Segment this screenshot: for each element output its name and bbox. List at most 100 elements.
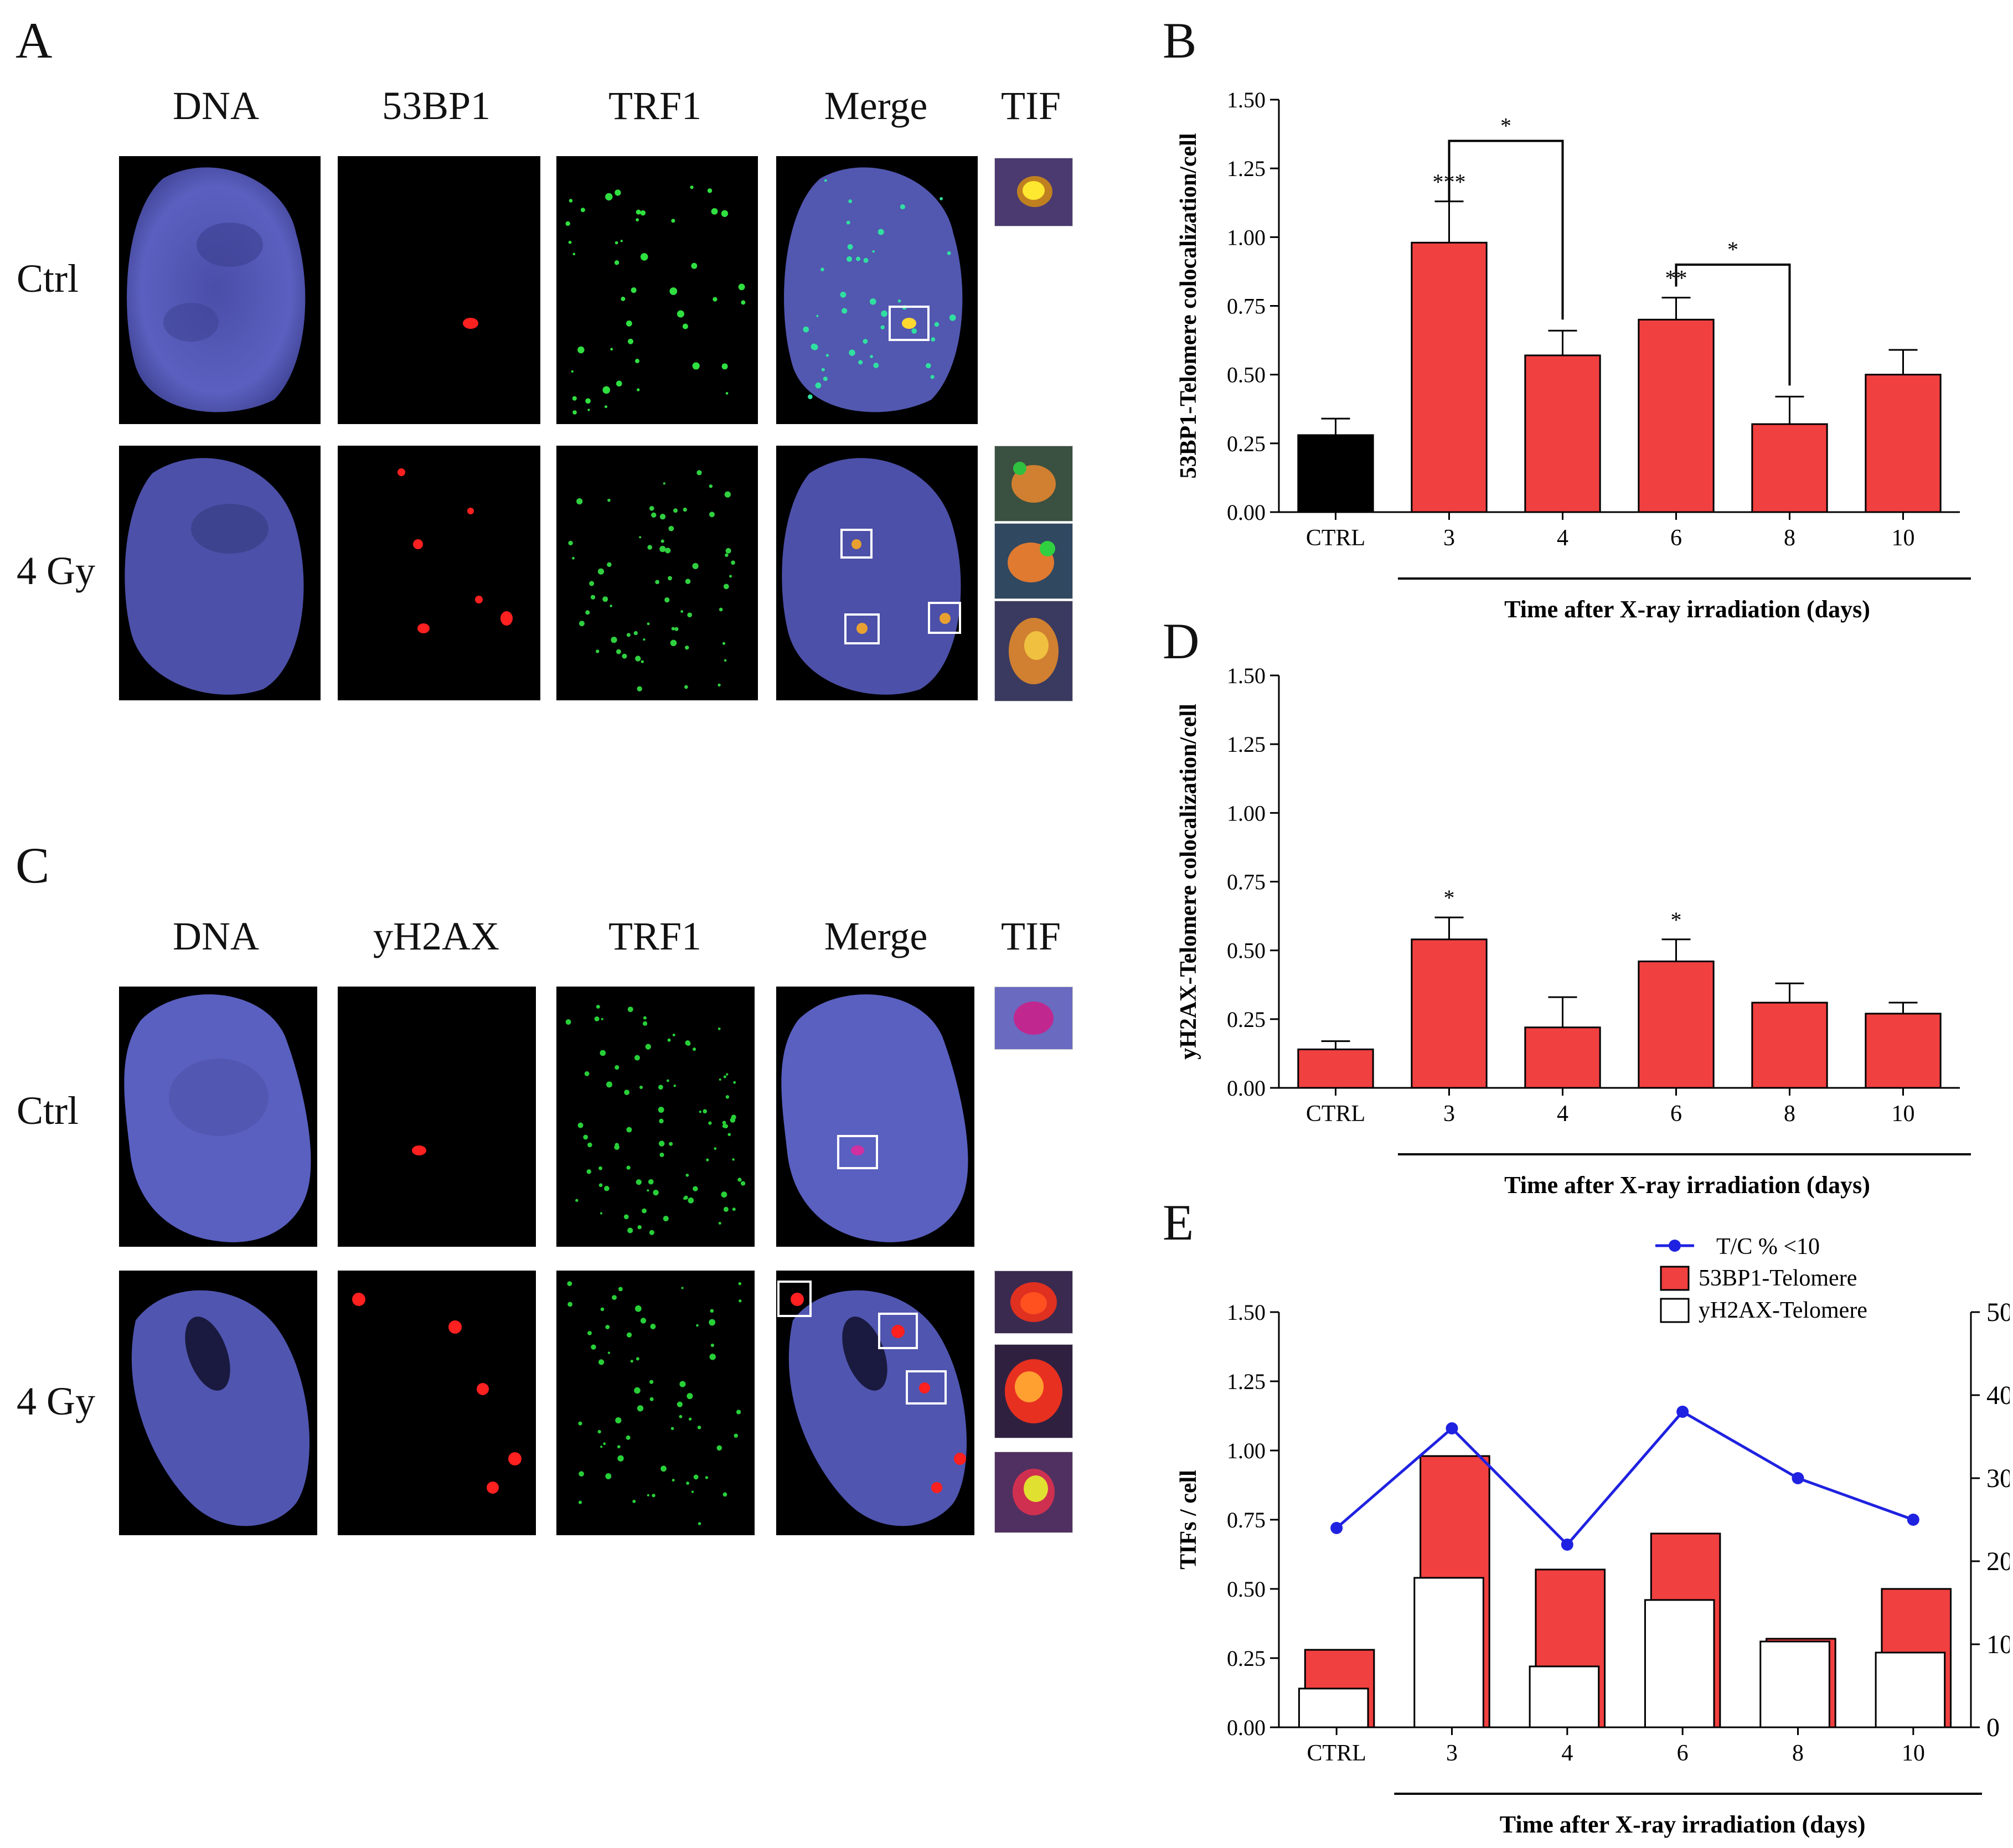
- telomere-focus: [630, 1360, 633, 1363]
- telomere-focus: [658, 1107, 664, 1113]
- significance-label: *: [1671, 907, 1682, 932]
- telomere-focus: [706, 1158, 709, 1162]
- telomere-focus: [699, 1111, 701, 1113]
- bracket-label: *: [1500, 113, 1511, 138]
- telomere-focus: [677, 1401, 683, 1407]
- telomere-focus: [823, 376, 828, 381]
- telomere-focus: [585, 398, 591, 404]
- bar: [1865, 374, 1942, 513]
- telomere-focus: [648, 1179, 654, 1185]
- telomere-focus: [740, 1181, 746, 1186]
- telomere-focus: [881, 310, 887, 317]
- telomere-focus: [680, 610, 684, 613]
- y2-tick-label: 10: [1986, 1630, 2010, 1659]
- telomere-focus: [926, 363, 931, 369]
- micrograph-a-ctrl-merge: [776, 156, 978, 424]
- telomere-focus: [576, 498, 583, 505]
- telomere-focus: [607, 498, 611, 502]
- telomere-focus: [639, 536, 642, 539]
- telomere-focus: [611, 637, 617, 643]
- y-tick-label: 0.00: [1227, 500, 1266, 525]
- telomere-focus: [606, 1081, 612, 1088]
- micrograph-a-ctrl-dna: [119, 156, 321, 424]
- panel-letter-c: C: [16, 837, 50, 894]
- telomere-focus: [587, 409, 590, 411]
- telomere-focus: [612, 1295, 617, 1300]
- x-tick-label: 3: [1443, 525, 1455, 551]
- panel-c-col-trf1: TRF1: [608, 914, 702, 958]
- telomere-focus: [575, 1199, 579, 1202]
- telomere-focus: [733, 1081, 736, 1084]
- telomere-focus: [634, 1055, 640, 1061]
- telomere-focus: [639, 1085, 643, 1090]
- telomere-focus: [602, 596, 608, 602]
- telomere-focus: [738, 283, 745, 291]
- telomere-focus: [579, 1471, 584, 1477]
- telomere-focus: [947, 251, 951, 255]
- panel-a-col-trf1: TRF1: [608, 84, 702, 128]
- telomere-focus: [577, 346, 585, 354]
- significance-bracket: [1675, 264, 1791, 386]
- panel-letter-d: D: [1163, 613, 1200, 669]
- telomere-focus: [725, 548, 731, 554]
- telomere-focus: [669, 287, 678, 295]
- telomere-focus: [626, 1435, 631, 1440]
- telomere-focus: [645, 1044, 651, 1050]
- telomere-focus: [624, 1090, 630, 1096]
- y-tick-label: 1.50: [1227, 1300, 1266, 1325]
- trf1-foci-c-4gy: [567, 1281, 742, 1525]
- y-tick-label: 0.25: [1227, 1646, 1266, 1671]
- x-tick-label: 6: [1670, 525, 1682, 551]
- panel-a-col-merge: Merge: [824, 84, 928, 128]
- telomere-focus: [808, 394, 813, 399]
- telomere-focus: [616, 649, 621, 654]
- tc-point: [1676, 1406, 1689, 1418]
- bar-yh2ax: [1759, 1640, 1830, 1728]
- legend-label-53bp1: 53BP1-Telomere: [1699, 1266, 1857, 1291]
- x-tick-label: 10: [1892, 1101, 1915, 1127]
- telomere-focus: [633, 631, 638, 636]
- telomere-focus: [665, 548, 671, 554]
- telomere-focus: [671, 627, 675, 631]
- panel-c-col-merge: Merge: [824, 914, 928, 958]
- telomere-focus: [565, 221, 570, 226]
- micrograph-a-4gy-dna: [119, 446, 321, 700]
- telomere-focus: [571, 370, 574, 373]
- telomere-focus: [719, 607, 723, 612]
- telomere-focus: [664, 597, 670, 603]
- telomere-focus: [655, 580, 659, 585]
- telomere-focus: [614, 1144, 620, 1150]
- telomere-focus: [660, 539, 664, 543]
- telomere-focus: [651, 512, 657, 518]
- telomere-focus: [568, 540, 573, 546]
- telomere-focus: [605, 1473, 612, 1479]
- y2-tick-label: 50: [1986, 1298, 2010, 1327]
- bar: [1751, 423, 1828, 513]
- x-tick-label: 10: [1892, 525, 1915, 551]
- telomere-focus: [663, 1216, 669, 1222]
- legend-label-tc: T/C % <10: [1716, 1234, 1820, 1259]
- telomere-focus: [666, 1079, 669, 1082]
- significance-label: *: [1444, 885, 1455, 910]
- bracket-label: *: [1727, 237, 1738, 262]
- telomere-focus: [732, 1207, 736, 1211]
- telomere-focus: [597, 568, 605, 575]
- telomere-focus: [847, 244, 853, 250]
- telomere-focus: [596, 1005, 600, 1009]
- x-axis-title: Time after X-ray irradiation (days): [1504, 596, 1870, 623]
- telomere-focus: [684, 685, 688, 689]
- telomere-focus: [724, 659, 727, 662]
- telomere-focus: [641, 660, 644, 663]
- significance-bracket: [1448, 140, 1564, 320]
- telomere-focus: [900, 204, 905, 210]
- telomere-focus: [626, 1165, 631, 1170]
- telomere-focus: [705, 1476, 709, 1479]
- telomere-focus: [878, 229, 884, 235]
- telomere-focus: [811, 343, 817, 350]
- telomere-focus: [583, 1134, 589, 1140]
- tif-a-4gy-1: [994, 446, 1073, 522]
- telomere-focus: [617, 1455, 624, 1462]
- telomere-focus: [696, 470, 702, 476]
- telomere-focus: [591, 1344, 596, 1350]
- telomere-focus: [711, 208, 718, 215]
